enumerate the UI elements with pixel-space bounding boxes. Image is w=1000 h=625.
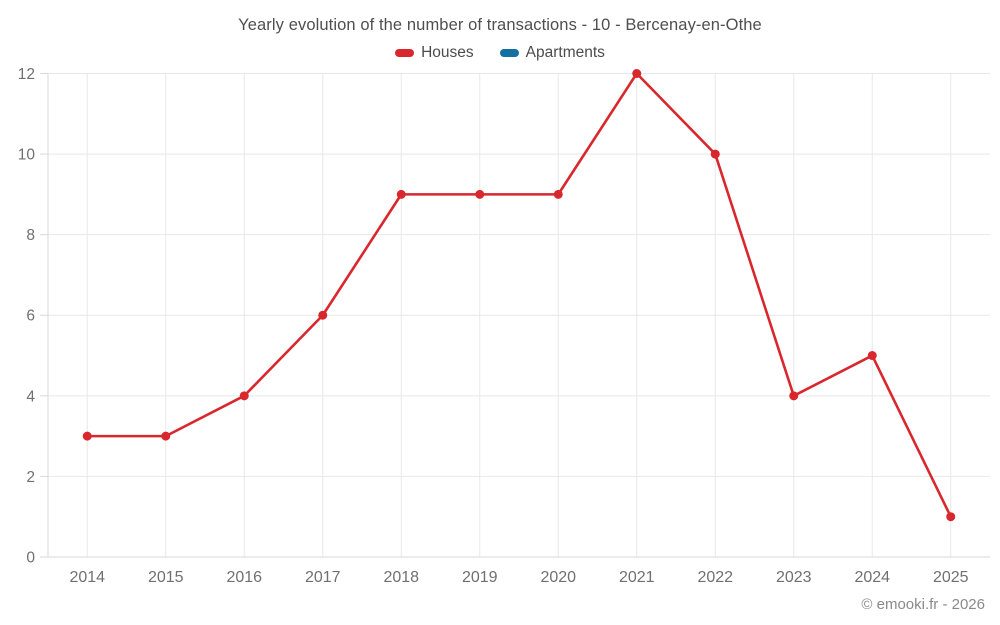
x-tick-label: 2024: [854, 569, 890, 586]
data-point-houses-2023[interactable]: [789, 391, 799, 401]
copyright-text: © emooki.fr - 2026: [861, 596, 985, 613]
x-tick-label: 2022: [697, 569, 733, 586]
y-tick-label: 0: [26, 549, 35, 566]
y-tick-label: 4: [26, 388, 35, 405]
legend-swatch-apartments: [499, 49, 519, 57]
legend-label-houses: Houses: [421, 44, 474, 61]
legend-item-houses[interactable]: Houses: [395, 44, 474, 62]
x-tick-label: 2025: [933, 569, 969, 586]
y-tick-label: 8: [26, 227, 35, 244]
y-tick-label: 12: [18, 66, 35, 83]
y-tick-label: 10: [18, 147, 36, 164]
x-tick-label: 2019: [462, 569, 498, 586]
legend-item-apartments[interactable]: Apartments: [499, 44, 605, 62]
x-tick-label: 2016: [226, 569, 262, 586]
series-houses: [82, 69, 956, 522]
y-tick-label: 2: [26, 469, 35, 486]
data-point-houses-2021[interactable]: [632, 69, 642, 78]
x-tick-label: 2020: [540, 569, 576, 586]
series-line-houses: [85, 72, 953, 519]
x-tick-label: 2021: [619, 569, 655, 586]
data-point-houses-2018[interactable]: [396, 189, 406, 199]
data-point-houses-2024[interactable]: [867, 351, 877, 361]
x-tick-label: 2023: [776, 569, 812, 586]
data-point-houses-2020[interactable]: [553, 189, 563, 199]
x-tick-label: 2017: [305, 569, 341, 586]
axes: [40, 73, 990, 558]
gridlines: [48, 73, 990, 557]
axis-labels: 0 2 4 6 8 10 12 2014 2015 2016 2017 2018 2019 2020 202…: [18, 66, 969, 586]
chart-title: Yearly evolution of the number of transa…: [238, 16, 762, 34]
data-point-houses-2022[interactable]: [710, 149, 720, 159]
x-tick-label: 2015: [148, 569, 184, 586]
legend-swatch-houses: [395, 49, 415, 57]
data-point-houses-2015[interactable]: [161, 431, 171, 441]
legend-label-apartments: Apartments: [525, 44, 605, 61]
data-point-houses-2019[interactable]: [475, 189, 485, 199]
data-point-houses-2016[interactable]: [239, 391, 249, 401]
data-point-houses-2017[interactable]: [318, 310, 328, 320]
data-point-houses-2014[interactable]: [82, 431, 92, 441]
legend: Houses Apartments: [0, 44, 1000, 62]
x-tick-label: 2014: [69, 569, 105, 586]
x-tick-label: 2018: [383, 569, 419, 586]
data-point-houses-2025[interactable]: [946, 512, 956, 522]
y-tick-label: 6: [26, 308, 35, 325]
